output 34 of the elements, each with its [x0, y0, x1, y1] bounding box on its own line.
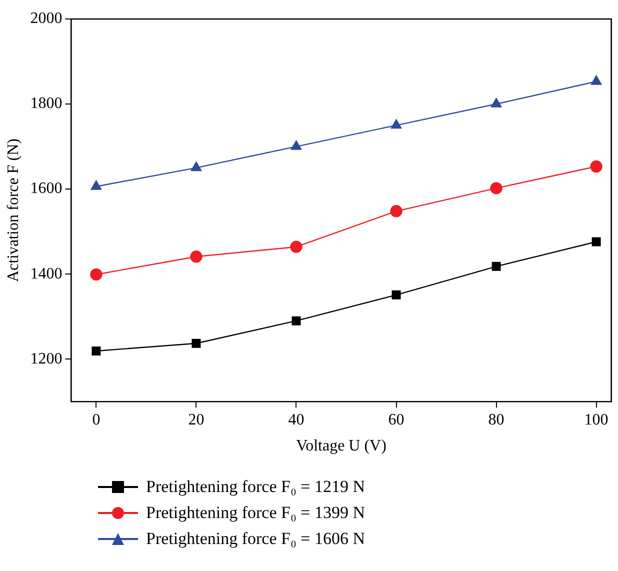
legend-label: Pretightening force F₀ = 1219 N [146, 477, 366, 497]
x-tick-label: 100 [584, 411, 608, 428]
legend-label: Pretightening force F₀ = 1606 N [146, 529, 366, 549]
y-tick-label: 1400 [30, 265, 62, 282]
x-tick-label: 0 [92, 411, 100, 428]
point [292, 316, 301, 326]
point [392, 290, 401, 300]
x-tick-label: 60 [388, 411, 404, 428]
y-tick-label: 1200 [30, 350, 62, 368]
point [390, 119, 402, 129]
point [290, 240, 302, 253]
x-tick-label: 20 [188, 411, 204, 428]
point [90, 180, 102, 190]
point [192, 338, 201, 348]
y-tick-label: 2000 [30, 10, 62, 28]
point [190, 162, 202, 172]
x-axis-title: Voltage U (V) [296, 438, 386, 455]
y-axis-title: Activation force F (N) [4, 138, 22, 282]
point [390, 205, 402, 218]
point [590, 160, 602, 173]
point [590, 75, 602, 85]
y-tick-label: 1800 [30, 95, 62, 112]
legend-label: Pretightening force F₀ = 1399 N [146, 503, 366, 523]
point [290, 140, 302, 150]
point [90, 268, 102, 281]
point [592, 237, 601, 246]
point [490, 98, 502, 108]
point [492, 262, 501, 271]
point [92, 346, 101, 356]
y-tick-label: 1600 [30, 180, 62, 198]
x-tick-label: 80 [488, 411, 504, 428]
point [190, 250, 202, 263]
x-tick-label: 40 [288, 411, 304, 428]
point [490, 182, 502, 194]
